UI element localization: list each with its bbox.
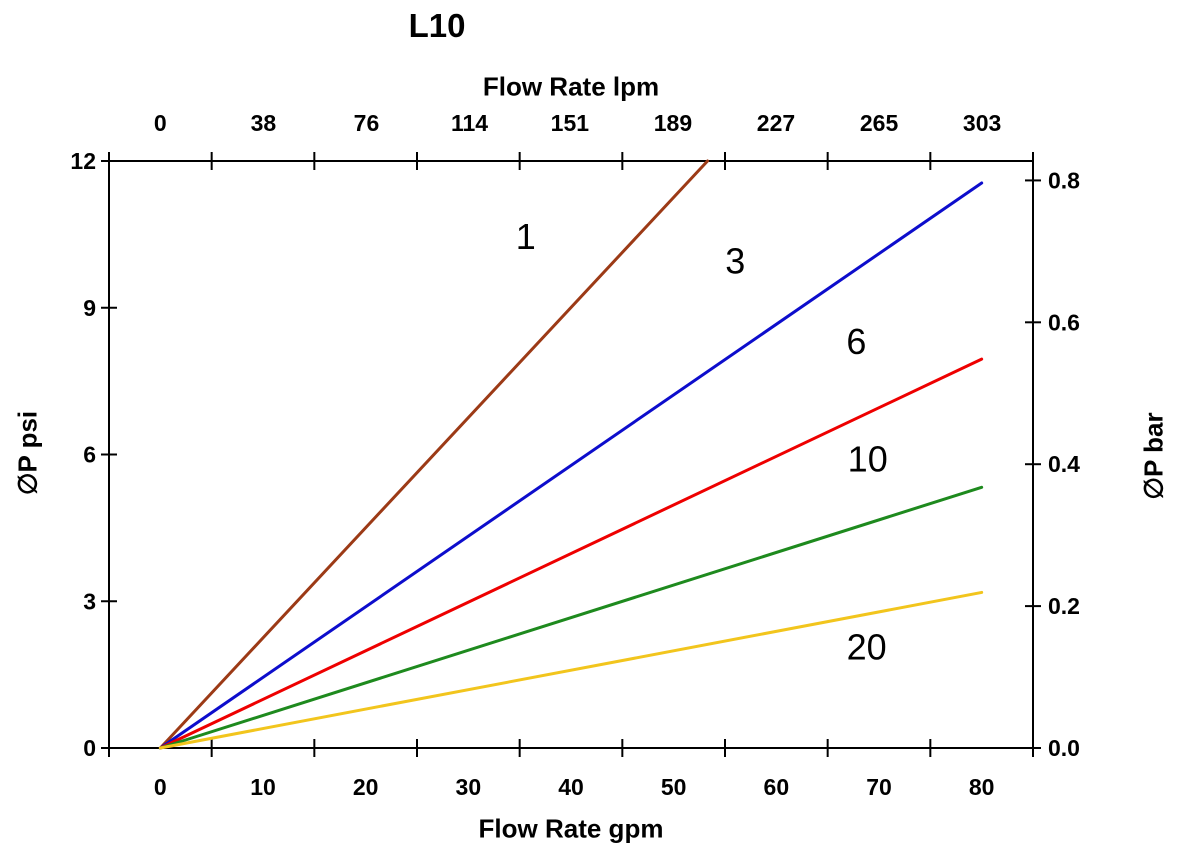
left-axis-tick-label: 6 <box>83 442 96 468</box>
bottom-axis-tick-label: 30 <box>456 774 482 800</box>
top-axis-tick-label: 114 <box>451 110 488 136</box>
top-axis-tick-label: 227 <box>757 110 795 136</box>
right-axis-tick-label: 0.6 <box>1048 309 1080 335</box>
top-axis-tick-label: 38 <box>251 110 277 136</box>
top-axis-tick-label: 76 <box>354 110 380 136</box>
curve-label-20: 20 <box>847 627 887 668</box>
top-axis-tick-label: 189 <box>654 110 692 136</box>
bottom-axis-title: Flow Rate gpm <box>478 813 664 844</box>
left-axis-tick-label: 12 <box>70 148 96 174</box>
left-axis-tick-label: 9 <box>83 295 96 321</box>
curve-label-10: 10 <box>848 438 888 479</box>
series-line-20 <box>158 590 984 750</box>
bottom-axis-tick-label: 10 <box>250 774 276 800</box>
left-axis-tick-label: 0 <box>83 735 96 761</box>
bottom-axis-tick-label: 50 <box>661 774 687 800</box>
curve-label-3: 3 <box>725 240 745 281</box>
curve-label-1: 1 <box>516 216 536 257</box>
series-line-6 <box>158 357 984 750</box>
top-axis-tick-label: 265 <box>860 110 899 136</box>
bottom-axis-tick-label: 20 <box>353 774 379 800</box>
series-line-1 <box>158 159 710 750</box>
series-line-10 <box>158 485 984 750</box>
left-axis-tick-label: 3 <box>83 588 96 614</box>
bottom-axis-tick-label: 40 <box>558 774 584 800</box>
right-axis-tick-label: 0.2 <box>1048 593 1080 619</box>
top-axis-tick-label: 151 <box>551 110 590 136</box>
bottom-axis-tick-label: 0 <box>154 774 167 800</box>
curve-label-6: 6 <box>846 321 866 362</box>
bottom-axis-tick-label: 80 <box>969 774 995 800</box>
top-axis-tick-label: 0 <box>154 110 167 136</box>
series-line-3 <box>158 181 984 750</box>
right-axis-tick-label: 0.0 <box>1048 735 1080 761</box>
right-axis-tick-label: 0.4 <box>1048 451 1080 477</box>
right-axis-tick-label: 0.8 <box>1048 167 1080 193</box>
top-axis-tick-label: 303 <box>963 110 1001 136</box>
bottom-axis-tick-label: 60 <box>764 774 790 800</box>
plot-frame <box>108 160 1034 749</box>
bottom-axis-tick-label: 70 <box>866 774 892 800</box>
chart-title: L10 <box>408 7 466 44</box>
top-axis-title: Flow Rate lpm <box>482 71 660 102</box>
